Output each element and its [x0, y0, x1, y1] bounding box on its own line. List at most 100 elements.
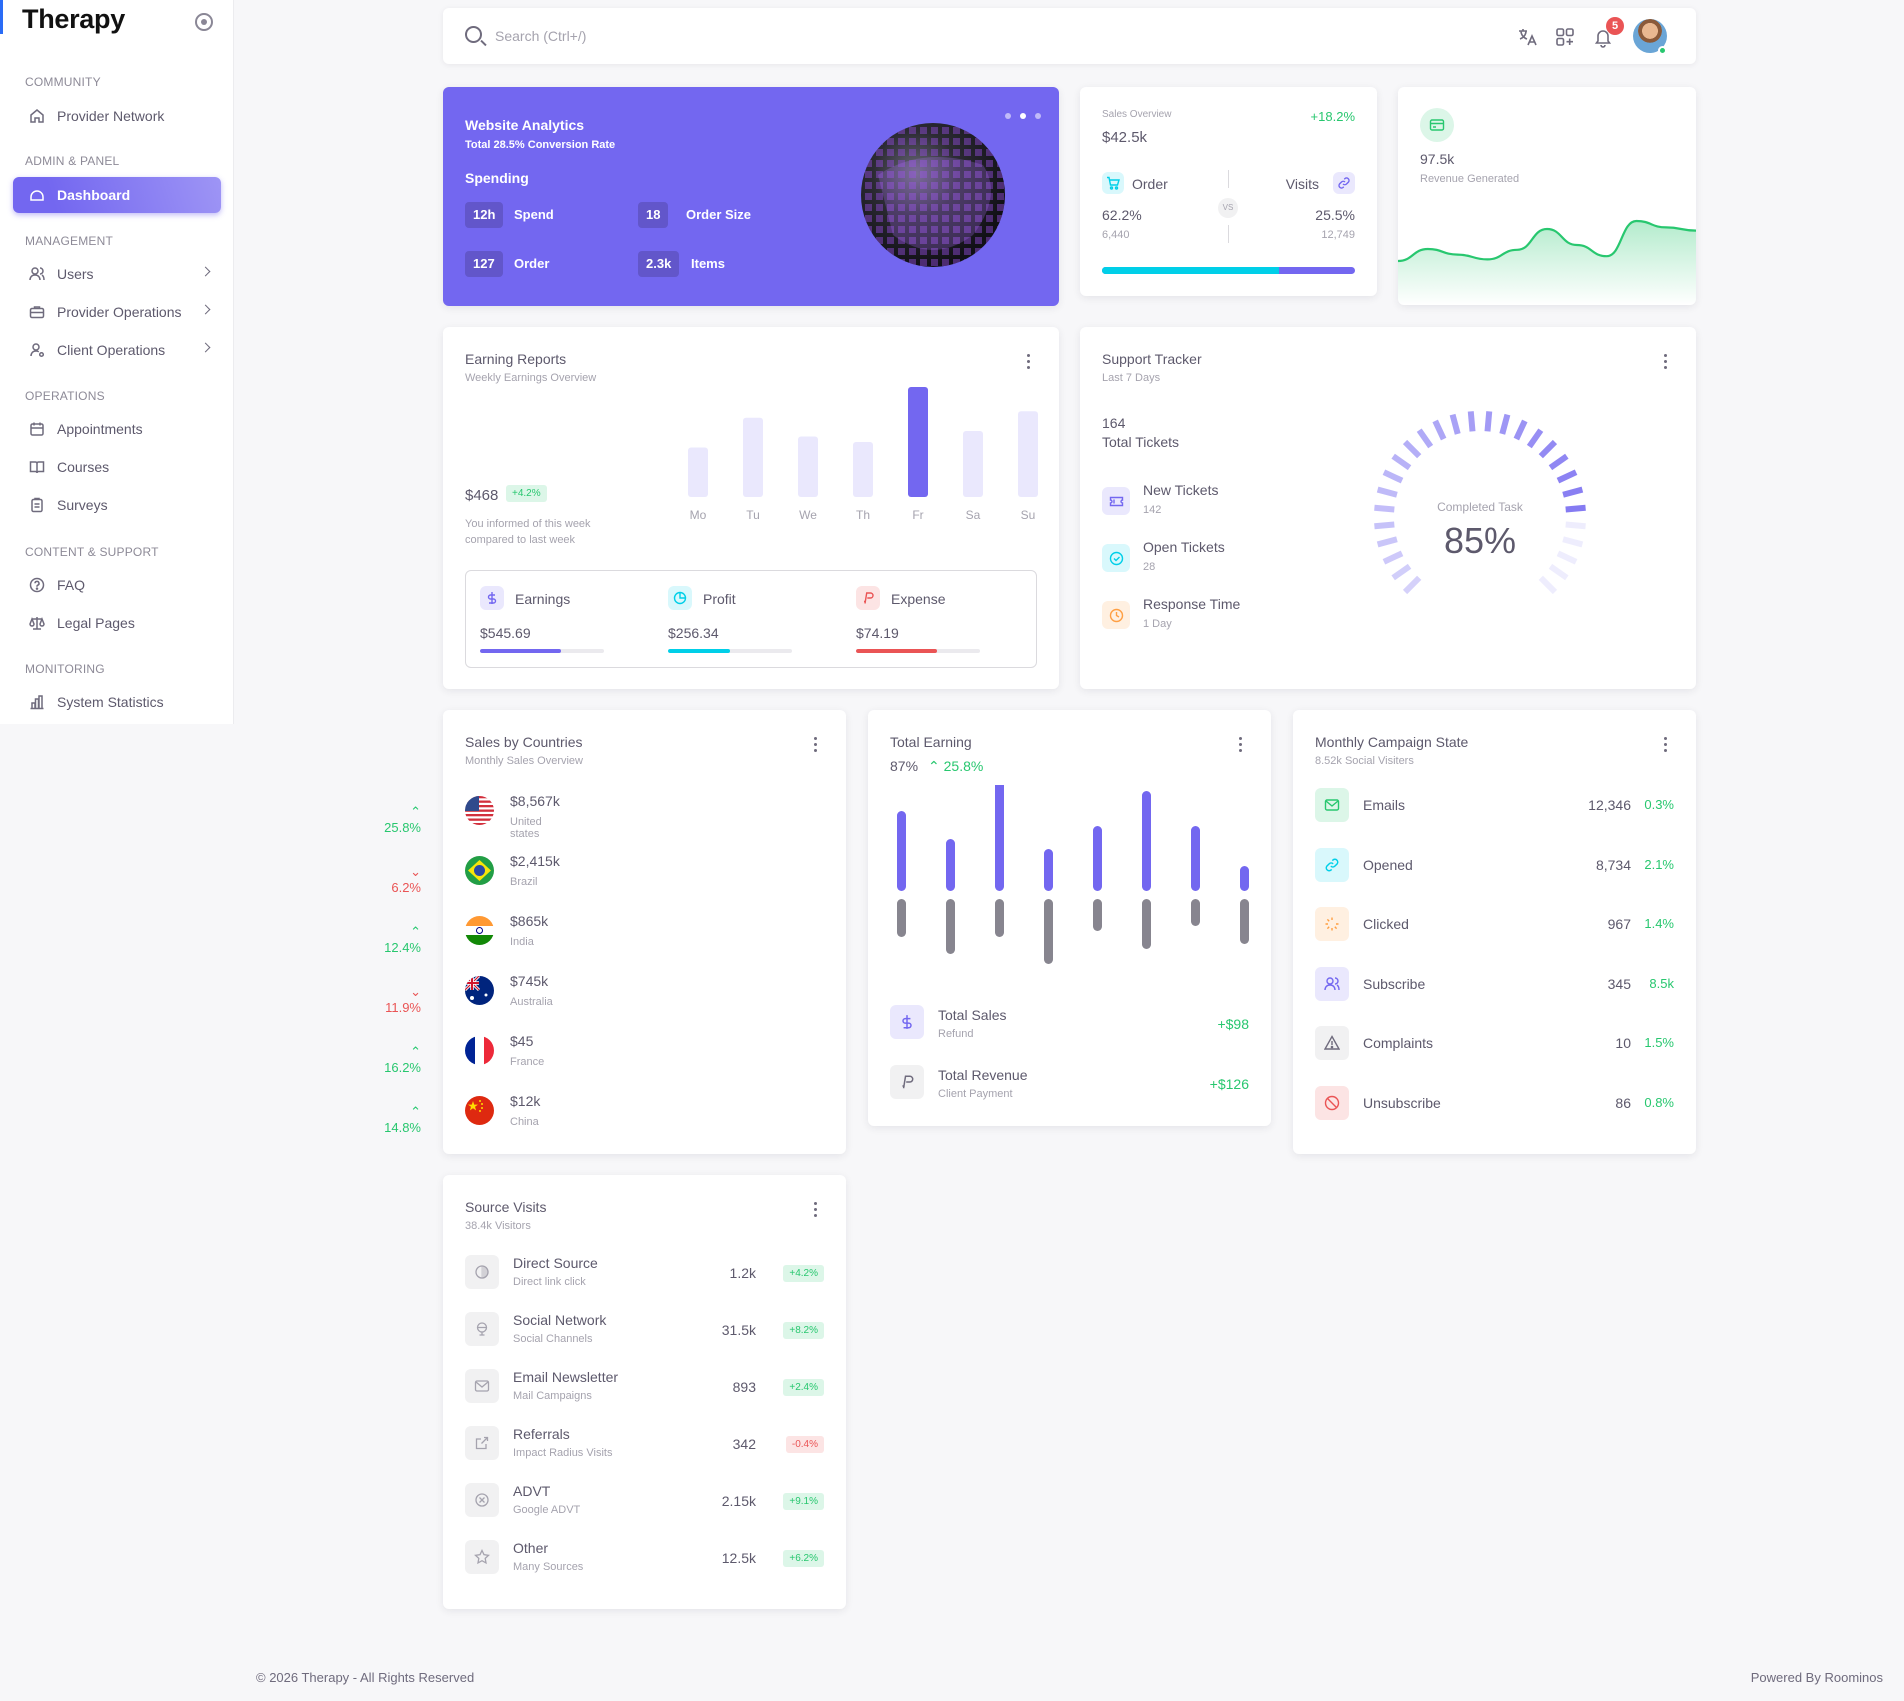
source-label: ADVT: [513, 1483, 551, 1499]
campaign-percent: 1.4%: [1644, 916, 1674, 931]
earning-down-bar[interactable]: [1093, 899, 1102, 931]
source-change-badge: +4.2%: [783, 1265, 824, 1282]
search-icon[interactable]: [465, 26, 482, 43]
search-input[interactable]: Search (Ctrl+/): [495, 28, 587, 44]
earning-up-bar[interactable]: [995, 785, 1004, 891]
earning-bar-th[interactable]: [853, 442, 873, 497]
earning-bar-su[interactable]: [1018, 411, 1038, 497]
sidebar-item-provider-operations[interactable]: Provider Operations: [13, 294, 221, 330]
more-options-icon[interactable]: [814, 737, 818, 753]
order-progress-fill: [1102, 267, 1280, 274]
earning-up-bar[interactable]: [1044, 849, 1053, 891]
carousel-indicators[interactable]: [996, 106, 1041, 124]
ban-icon: [1315, 1085, 1349, 1120]
visits-label: Visits: [1285, 176, 1319, 192]
earnings-label: Earnings: [515, 591, 571, 607]
brand-logo[interactable]: Therapy: [22, 4, 125, 34]
cart-icon: [1102, 172, 1124, 194]
earning-down-bar[interactable]: [1191, 899, 1200, 926]
country-change-value: 6.2%: [391, 880, 421, 895]
visits-percent: 25.5%: [1315, 207, 1355, 223]
earning-down-bar[interactable]: [1044, 899, 1053, 964]
earning-bar-mo[interactable]: [688, 447, 708, 498]
source-visits-title: Source Visits: [465, 1199, 547, 1215]
sales-overview-label: Sales Overview: [1102, 109, 1172, 120]
shadow-icon: [465, 1255, 499, 1289]
flag-in: [465, 916, 494, 945]
chevron-right-icon: [200, 266, 211, 277]
earning-down-bar[interactable]: [1142, 899, 1151, 949]
sidebar-item-system-statistics[interactable]: System Statistics: [13, 684, 221, 720]
sidebar-item-dashboard[interactable]: Dashboard: [13, 177, 221, 213]
earning-bar-fr[interactable]: [908, 387, 928, 497]
sidebar-item-appointments[interactable]: Appointments: [13, 411, 221, 447]
campaign-percent: 0.3%: [1644, 797, 1674, 812]
more-options-icon[interactable]: [1664, 737, 1668, 753]
sidebar-item-surveys[interactable]: Surveys: [13, 487, 221, 523]
earning-up-bar[interactable]: [1240, 866, 1249, 891]
earning-up-bar[interactable]: [1191, 826, 1200, 891]
earning-up-bar[interactable]: [1093, 826, 1102, 891]
earning-bar-tu[interactable]: [743, 417, 763, 497]
source-sub: Mail Campaigns: [513, 1390, 592, 1402]
earning-down-bar[interactable]: [995, 899, 1004, 937]
sales-overview-change: +18.2%: [1310, 109, 1355, 124]
sidebar-item-client-operations[interactable]: Client Operations: [13, 332, 221, 368]
gauge-segment: [1548, 563, 1569, 581]
earning-down-bar[interactable]: [946, 899, 955, 954]
collapse-sidebar-icon[interactable]: [195, 13, 213, 31]
revenue-label: Revenue Generated: [1420, 173, 1520, 185]
flag-fr: [465, 1036, 494, 1065]
dollar-icon: [480, 586, 504, 610]
source-value: 1.2k: [729, 1265, 756, 1281]
shortcuts-icon[interactable]: [1554, 26, 1576, 48]
credit-card-icon: [1420, 108, 1454, 142]
gauge-segment: [1376, 486, 1398, 498]
earning-bar-we[interactable]: [798, 436, 818, 498]
source-label: Other: [513, 1540, 549, 1556]
earning-up-bar[interactable]: [946, 839, 955, 891]
gauge-segment: [1538, 439, 1558, 459]
earning-up-bar[interactable]: [897, 811, 906, 891]
sidebar-item-faq[interactable]: FAQ: [13, 567, 221, 603]
gauge-segment: [1376, 536, 1398, 548]
support-tracker-card: Support Tracker Last 7 Days 164 Total Ti…: [1080, 327, 1696, 689]
more-options-icon[interactable]: [1664, 354, 1668, 370]
earning-bar-sa[interactable]: [963, 431, 983, 497]
gauge-segment: [1538, 575, 1558, 595]
users-icon: [28, 265, 46, 283]
online-status-dot: [1658, 46, 1667, 55]
sales-overview-value: $42.5k: [1102, 129, 1148, 146]
gauge-segment: [1382, 469, 1404, 484]
order-label: Order: [514, 256, 550, 271]
support-tracker-subtitle: Last 7 Days: [1102, 372, 1161, 384]
open-tickets-value: 28: [1143, 561, 1156, 573]
earning-up-bar[interactable]: [1142, 791, 1151, 891]
support-tracker-title: Support Tracker: [1102, 351, 1202, 367]
sidebar-item-users[interactable]: Users: [13, 256, 221, 292]
more-options-icon[interactable]: [1027, 354, 1031, 370]
more-options-icon[interactable]: [1239, 737, 1243, 753]
flag-cn: [465, 1096, 494, 1125]
alert-icon: [1315, 1026, 1349, 1060]
earning-down-bar[interactable]: [1240, 899, 1249, 944]
monthly-campaign-card: Monthly Campaign State 8.52k Social Visi…: [1293, 710, 1696, 1154]
total-revenue-value: +$126: [1209, 1076, 1249, 1092]
sidebar-item-courses[interactable]: Courses: [13, 449, 221, 485]
bell-icon[interactable]: [1592, 26, 1614, 48]
sidebar-item-label: Provider Operations: [57, 304, 182, 320]
sidebar-item-legal-pages[interactable]: Legal Pages: [13, 605, 221, 641]
footer-powered-by[interactable]: Powered By Roominos: [1750, 1670, 1883, 1685]
circle-check-icon: [1102, 544, 1130, 572]
gauge-segment: [1402, 575, 1422, 595]
sphere-illustration: [861, 123, 1005, 267]
sidebar-item-provider-network[interactable]: Provider Network: [13, 98, 221, 134]
source-change-badge: +9.1%: [783, 1493, 824, 1510]
country-change-value: 25.8%: [384, 820, 421, 835]
more-options-icon[interactable]: [814, 1202, 818, 1218]
earning-down-bar[interactable]: [897, 899, 906, 937]
earning-reports-subtitle: Weekly Earnings Overview: [465, 372, 597, 384]
campaign-percent: 8.5k: [1649, 975, 1674, 991]
sales-countries-title: Sales by Countries: [465, 734, 583, 750]
translate-icon[interactable]: [1516, 26, 1538, 48]
